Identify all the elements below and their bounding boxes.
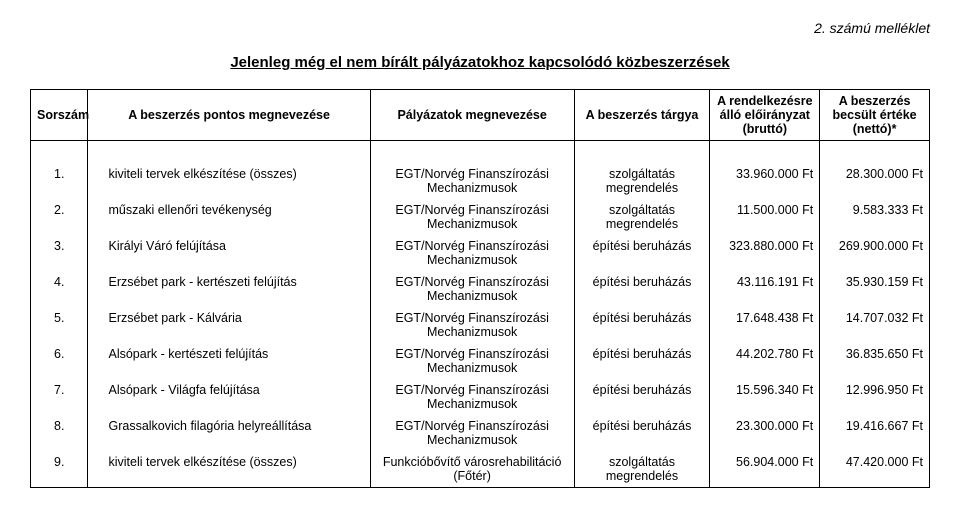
col-header-net: A beszerzés becsült értéke (nettó)* [820, 90, 930, 141]
col-header-name: A beszerzés pontos megnevezése [88, 90, 370, 141]
cell-app: EGT/Norvég Finanszírozási Mechanizmusok [370, 235, 574, 271]
cell-app: EGT/Norvég Finanszírozási Mechanizmusok [370, 271, 574, 307]
table-row: 9.kiviteli tervek elkészítése (összes)Fu… [31, 451, 930, 488]
cell-subj: építési beruházás [574, 415, 710, 451]
cell-subj: szolgáltatás megrendelés [574, 199, 710, 235]
cell-name: Alsópark - kertészeti felújítás [88, 343, 370, 379]
cell-name: Grassalkovich filagória helyreállítása [88, 415, 370, 451]
cell-subj: építési beruházás [574, 307, 710, 343]
table-row: 4.Erzsébet park - kertészeti felújításEG… [31, 271, 930, 307]
cell-app: EGT/Norvég Finanszírozási Mechanizmusok [370, 307, 574, 343]
cell-num: 9. [31, 451, 88, 488]
cell-net: 12.996.950 Ft [820, 379, 930, 415]
cell-app: EGT/Norvég Finanszírozási Mechanizmusok [370, 163, 574, 199]
table-row: 5.Erzsébet park - KálváriaEGT/Norvég Fin… [31, 307, 930, 343]
cell-num: 7. [31, 379, 88, 415]
cell-name: Alsópark - Világfa felújítása [88, 379, 370, 415]
cell-net: 19.416.667 Ft [820, 415, 930, 451]
cell-net: 35.930.159 Ft [820, 271, 930, 307]
cell-gross: 44.202.780 Ft [710, 343, 820, 379]
table-header-row: Sorszám A beszerzés pontos megnevezése P… [31, 90, 930, 141]
cell-num: 2. [31, 199, 88, 235]
cell-net: 14.707.032 Ft [820, 307, 930, 343]
col-header-gross: A rendelkezésre álló előirányzat (bruttó… [710, 90, 820, 141]
cell-num: 8. [31, 415, 88, 451]
cell-app: EGT/Norvég Finanszírozási Mechanizmusok [370, 379, 574, 415]
cell-num: 4. [31, 271, 88, 307]
cell-name: Erzsébet park - kertészeti felújítás [88, 271, 370, 307]
table-row: 6.Alsópark - kertészeti felújításEGT/Nor… [31, 343, 930, 379]
cell-subj: építési beruházás [574, 271, 710, 307]
cell-net: 9.583.333 Ft [820, 199, 930, 235]
table-row: 7.Alsópark - Világfa felújításaEGT/Norvé… [31, 379, 930, 415]
cell-gross: 56.904.000 Ft [710, 451, 820, 488]
col-header-app: Pályázatok megnevezése [370, 90, 574, 141]
table-row: 3.Királyi Váró felújításaEGT/Norvég Fina… [31, 235, 930, 271]
col-header-num: Sorszám [31, 90, 88, 141]
cell-gross: 17.648.438 Ft [710, 307, 820, 343]
col-header-subj: A beszerzés tárgya [574, 90, 710, 141]
cell-gross: 11.500.000 Ft [710, 199, 820, 235]
cell-num: 5. [31, 307, 88, 343]
cell-app: EGT/Norvég Finanszírozási Mechanizmusok [370, 343, 574, 379]
cell-name: Királyi Váró felújítása [88, 235, 370, 271]
cell-gross: 15.596.340 Ft [710, 379, 820, 415]
cell-net: 269.900.000 Ft [820, 235, 930, 271]
cell-net: 36.835.650 Ft [820, 343, 930, 379]
cell-app: EGT/Norvég Finanszírozási Mechanizmusok [370, 415, 574, 451]
cell-name: kiviteli tervek elkészítése (összes) [88, 451, 370, 488]
cell-subj: építési beruházás [574, 343, 710, 379]
attachment-label: 2. számú melléklet [30, 20, 930, 36]
cell-app: EGT/Norvég Finanszírozási Mechanizmusok [370, 199, 574, 235]
cell-name: kiviteli tervek elkészítése (összes) [88, 163, 370, 199]
cell-name: Erzsébet park - Kálvária [88, 307, 370, 343]
cell-subj: építési beruházás [574, 379, 710, 415]
cell-net: 47.420.000 Ft [820, 451, 930, 488]
spacer-row [31, 141, 930, 164]
table-row: 8.Grassalkovich filagória helyreállítása… [31, 415, 930, 451]
page-title: Jelenleg még el nem bírált pályázatokhoz… [30, 54, 930, 71]
cell-net: 28.300.000 Ft [820, 163, 930, 199]
cell-gross: 43.116.191 Ft [710, 271, 820, 307]
cell-gross: 323.880.000 Ft [710, 235, 820, 271]
cell-subj: szolgáltatás megrendelés [574, 451, 710, 488]
cell-name: műszaki ellenőri tevékenység [88, 199, 370, 235]
cell-num: 3. [31, 235, 88, 271]
table-row: 2.műszaki ellenőri tevékenységEGT/Norvég… [31, 199, 930, 235]
cell-gross: 33.960.000 Ft [710, 163, 820, 199]
table-row: 1.kiviteli tervek elkészítése (összes)EG… [31, 163, 930, 199]
procurement-table: Sorszám A beszerzés pontos megnevezése P… [30, 89, 930, 488]
cell-num: 1. [31, 163, 88, 199]
cell-subj: szolgáltatás megrendelés [574, 163, 710, 199]
cell-app: Funkcióbővítő városrehabilitáció (Főtér) [370, 451, 574, 488]
cell-num: 6. [31, 343, 88, 379]
cell-gross: 23.300.000 Ft [710, 415, 820, 451]
cell-subj: építési beruházás [574, 235, 710, 271]
